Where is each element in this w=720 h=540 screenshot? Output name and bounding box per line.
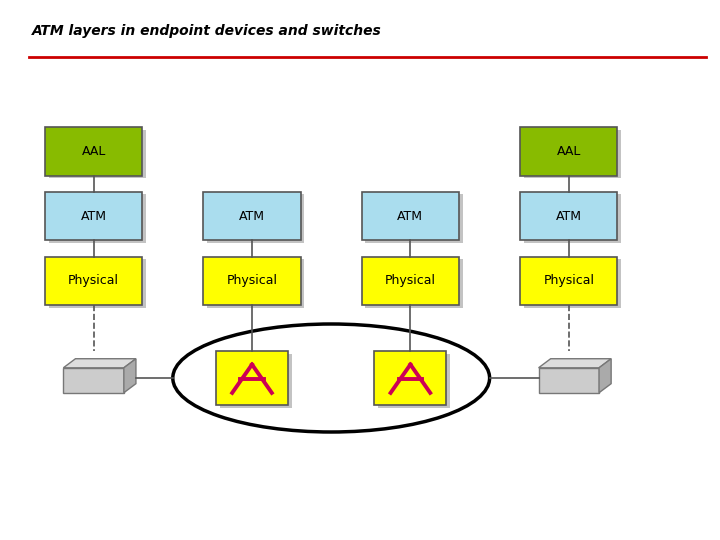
Text: ATM: ATM	[556, 210, 582, 222]
Text: Physical: Physical	[544, 274, 594, 287]
Ellipse shape	[173, 324, 490, 432]
FancyBboxPatch shape	[365, 259, 462, 308]
Polygon shape	[539, 368, 599, 393]
FancyBboxPatch shape	[220, 354, 292, 408]
FancyBboxPatch shape	[45, 256, 143, 305]
FancyBboxPatch shape	[49, 259, 145, 308]
FancyBboxPatch shape	[207, 194, 304, 243]
Text: ATM layers in endpoint devices and switches: ATM layers in endpoint devices and switc…	[32, 24, 382, 38]
FancyBboxPatch shape	[521, 256, 618, 305]
FancyBboxPatch shape	[203, 192, 301, 240]
FancyBboxPatch shape	[374, 351, 446, 405]
FancyBboxPatch shape	[49, 194, 145, 243]
FancyBboxPatch shape	[521, 127, 618, 176]
FancyBboxPatch shape	[524, 130, 621, 178]
FancyBboxPatch shape	[207, 259, 304, 308]
Text: ATM: ATM	[81, 210, 107, 222]
Polygon shape	[539, 359, 611, 368]
FancyBboxPatch shape	[378, 354, 450, 408]
FancyBboxPatch shape	[365, 194, 462, 243]
Polygon shape	[599, 359, 611, 393]
Text: ATM: ATM	[239, 210, 265, 222]
Polygon shape	[124, 359, 136, 393]
FancyBboxPatch shape	[361, 192, 459, 240]
Text: Physical: Physical	[68, 274, 119, 287]
Text: AAL: AAL	[81, 145, 106, 158]
Polygon shape	[63, 368, 124, 393]
FancyBboxPatch shape	[49, 130, 145, 178]
FancyBboxPatch shape	[216, 351, 288, 405]
Text: Physical: Physical	[385, 274, 436, 287]
FancyBboxPatch shape	[524, 259, 621, 308]
FancyBboxPatch shape	[203, 256, 301, 305]
FancyBboxPatch shape	[361, 256, 459, 305]
FancyBboxPatch shape	[521, 192, 618, 240]
Polygon shape	[63, 359, 136, 368]
FancyBboxPatch shape	[45, 127, 143, 176]
Text: ATM: ATM	[397, 210, 423, 222]
FancyBboxPatch shape	[524, 194, 621, 243]
Text: Physical: Physical	[227, 274, 277, 287]
Text: AAL: AAL	[557, 145, 581, 158]
FancyBboxPatch shape	[45, 192, 143, 240]
